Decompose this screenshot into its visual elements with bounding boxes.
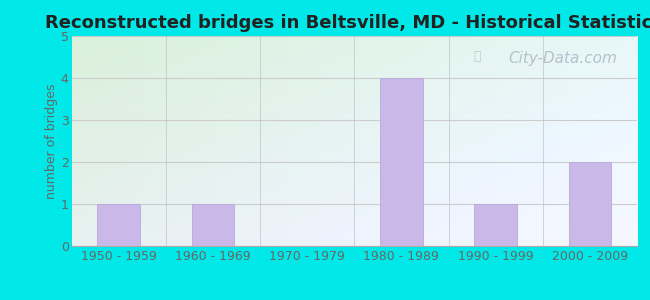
- Bar: [569, 162, 611, 246]
- Text: 🔍: 🔍: [473, 50, 480, 63]
- Text: City-Data.com: City-Data.com: [508, 51, 618, 66]
- Bar: [380, 78, 423, 246]
- Title: Reconstructed bridges in Beltsville, MD - Historical Statistics: Reconstructed bridges in Beltsville, MD …: [46, 14, 650, 32]
- Bar: [474, 204, 517, 246]
- Bar: [98, 204, 140, 246]
- Y-axis label: number of bridges: number of bridges: [45, 83, 58, 199]
- Bar: [192, 204, 234, 246]
